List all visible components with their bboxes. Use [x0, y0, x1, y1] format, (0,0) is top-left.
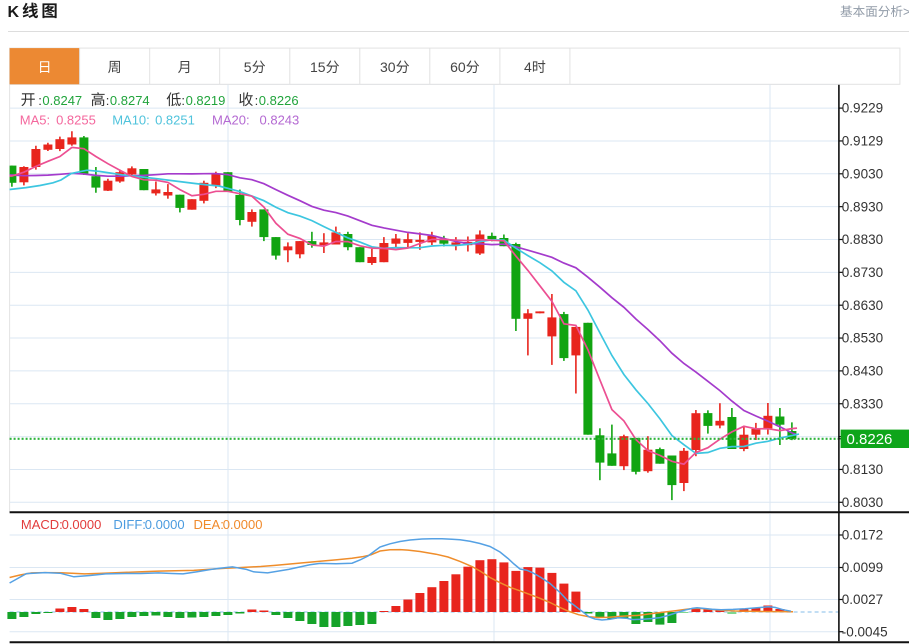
svg-text:0.8255: 0.8255 [56, 113, 96, 128]
svg-text:0.8630: 0.8630 [842, 298, 883, 313]
svg-text:0.9229: 0.9229 [842, 101, 883, 116]
svg-text:0.8226: 0.8226 [259, 93, 299, 108]
svg-text:0.0027: 0.0027 [842, 592, 883, 607]
svg-text:1: 1 [310, 59, 318, 75]
svg-text:0.8730: 0.8730 [842, 265, 883, 280]
svg-text:0.9129: 0.9129 [842, 134, 883, 149]
svg-text:0.9030: 0.9030 [842, 166, 883, 181]
svg-text:0.8219: 0.8219 [186, 93, 226, 108]
svg-text:>: > [903, 5, 909, 19]
svg-text:-0.0045: -0.0045 [842, 624, 888, 639]
svg-text:3: 3 [380, 59, 388, 75]
svg-text:0.0000: 0.0000 [145, 517, 185, 532]
svg-text:0.8247: 0.8247 [42, 93, 82, 108]
svg-text:0.8330: 0.8330 [842, 396, 883, 411]
svg-text:0: 0 [388, 59, 396, 75]
svg-text:6: 6 [450, 59, 458, 75]
svg-text:0.8226: 0.8226 [847, 431, 893, 448]
svg-text:0.0099: 0.0099 [842, 560, 883, 575]
svg-text:0.0000: 0.0000 [62, 517, 102, 532]
svg-text:0.8930: 0.8930 [842, 199, 883, 214]
svg-text:0.8130: 0.8130 [842, 462, 883, 477]
svg-text:MACD:: MACD: [21, 517, 63, 532]
svg-text:0: 0 [458, 59, 466, 75]
svg-text:0.0172: 0.0172 [842, 528, 883, 543]
svg-text:0.8243: 0.8243 [260, 113, 300, 128]
svg-text::: : [106, 93, 110, 108]
svg-text:5: 5 [244, 59, 252, 75]
svg-text:K: K [8, 4, 20, 21]
svg-text:MA20:: MA20: [212, 113, 250, 128]
svg-text:0.8251: 0.8251 [155, 113, 195, 128]
svg-text::: : [255, 93, 259, 108]
svg-text:MA10:: MA10: [112, 113, 150, 128]
svg-text::: : [181, 93, 185, 108]
svg-text:DEA:: DEA: [194, 517, 224, 532]
svg-text:4: 4 [524, 59, 532, 75]
svg-text:DIFF:: DIFF: [113, 517, 145, 532]
svg-text:5: 5 [318, 59, 326, 75]
svg-text:0.8430: 0.8430 [842, 364, 883, 379]
svg-text:0.8030: 0.8030 [842, 495, 883, 510]
svg-text:0.8830: 0.8830 [842, 232, 883, 247]
svg-text:MA5:: MA5: [20, 113, 50, 128]
svg-text::: : [38, 93, 42, 108]
svg-text:0.8530: 0.8530 [842, 331, 883, 346]
svg-text:0.0000: 0.0000 [223, 517, 263, 532]
svg-text:0.8274: 0.8274 [110, 93, 150, 108]
